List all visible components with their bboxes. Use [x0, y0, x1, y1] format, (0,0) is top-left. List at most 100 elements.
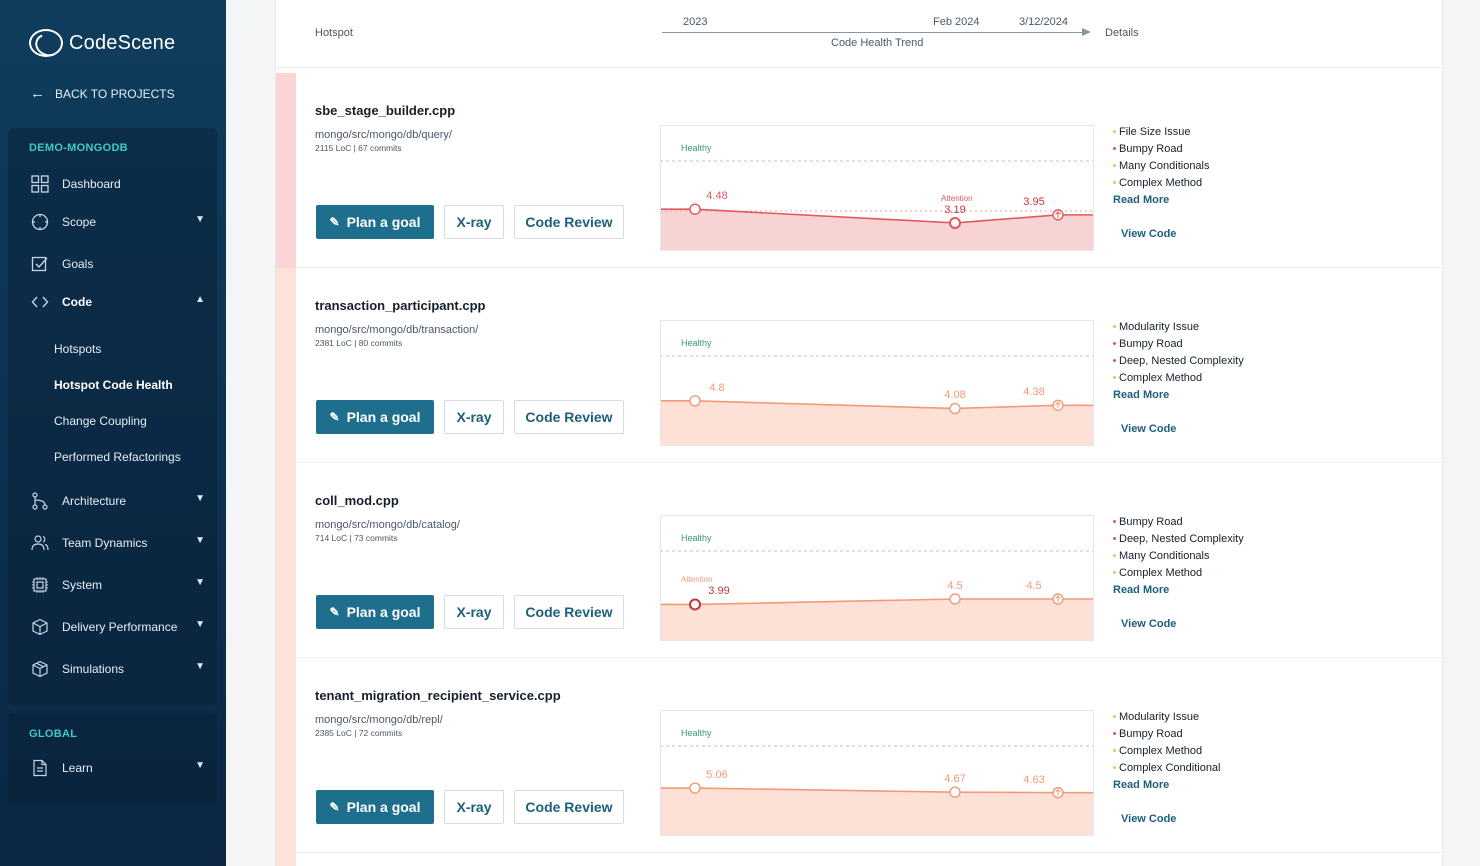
sidebar-item-label: Goals [62, 257, 94, 271]
details-column-header: Details [1105, 27, 1139, 39]
read-more-link[interactable]: Read More [1113, 193, 1170, 206]
trend-point[interactable] [949, 786, 961, 798]
sidebar-item-team-dynamics[interactable]: Team Dynamics ▼ [30, 531, 205, 555]
sidebar-subitem-hotspots[interactable]: Hotspots [54, 342, 102, 356]
code-review-button[interactable]: Code Review [514, 790, 624, 824]
sidebar-item-learn[interactable]: Learn ▼ [30, 756, 205, 780]
trend-point[interactable] [689, 782, 701, 794]
hotspot-file-name[interactable]: coll_mod.cpp [315, 493, 399, 508]
chevron-down-icon[interactable]: ▼ [195, 493, 205, 504]
hotspot-file-name[interactable]: sbe_stage_builder.cpp [315, 103, 456, 118]
read-more-link[interactable]: Read More [1113, 388, 1170, 401]
sidebar-item-delivery-performance[interactable]: Delivery Performance ▼ [30, 615, 205, 639]
chevron-down-icon[interactable]: ▼ [195, 214, 205, 225]
hotspot-file-name[interactable]: transaction_participant.cpp [315, 298, 486, 313]
sidebar-item-label: Scope [62, 215, 97, 229]
sidebar-subitem-performed-refactorings[interactable]: Performed Refactorings [54, 450, 181, 464]
chevron-down-icon[interactable]: ▼ [195, 577, 205, 588]
view-code-link[interactable]: View Code [1121, 228, 1177, 240]
hotspot-code-health-panel: Hotspot 2023 Feb 2024 3/12/2024 Code Hea… [275, 0, 1444, 866]
xray-button[interactable]: X-ray [444, 400, 504, 434]
table-row: sbe_stage_builder.cpp mongo/src/mongo/db… [276, 73, 1444, 268]
sidebar-item-goals[interactable]: Goals [30, 252, 205, 276]
sidebar-item-system[interactable]: System ▼ [30, 573, 205, 597]
chevron-down-icon[interactable]: ▼ [195, 760, 205, 771]
sidebar-item-label: Code [62, 295, 92, 309]
hotspot-file-meta: 2385 LoC | 72 commits [315, 728, 403, 738]
hotspot-file-meta: 2381 LoC | 80 commits [315, 338, 403, 348]
codescene-logo[interactable]: CodeScene [29, 29, 175, 57]
plan-goal-button[interactable]: ✎ Plan a goal [316, 205, 434, 239]
details-list: Modularity Issue Bumpy Road Complex Method… [1113, 708, 1313, 793]
severity-strip [276, 268, 296, 463]
arrow-right-icon [1082, 28, 1091, 36]
sidebar-item-code[interactable]: Code ▲ [30, 290, 205, 314]
issue-item: Deep, Nested Complexity [1113, 352, 1313, 369]
healthy-label: Healthy [681, 338, 712, 348]
chevron-down-icon[interactable]: ▼ [195, 619, 205, 630]
healthy-label: Healthy [681, 143, 712, 153]
xray-button[interactable]: X-ray [444, 205, 504, 239]
hotspot-file-path: mongo/src/mongo/db/repl/ [315, 714, 443, 726]
sidebar-item-scope[interactable]: Scope ▼ [30, 210, 205, 234]
issue-label: Bumpy Road [1119, 515, 1183, 528]
sidebar: CodeScene ← BACK TO PROJECTS DEMO-MONGOD… [0, 0, 226, 866]
table-header: Hotspot 2023 Feb 2024 3/12/2024 Code Hea… [276, 0, 1444, 68]
trend-tick-label: 2023 [683, 16, 708, 28]
plan-goal-button[interactable]: ✎ Plan a goal [316, 595, 434, 629]
view-code-link[interactable]: View Code [1121, 423, 1177, 435]
xray-button[interactable]: X-ray [444, 790, 504, 824]
arrow-left-icon: ← [30, 85, 45, 102]
team-icon [30, 533, 50, 553]
code-review-button[interactable]: Code Review [514, 595, 624, 629]
sidebar-item-architecture[interactable]: Architecture ▼ [30, 489, 205, 513]
trend-area [660, 209, 1094, 251]
chevron-down-icon[interactable]: ▼ [195, 535, 205, 546]
hotspot-file-meta: 2115 LoC | 67 commits [315, 143, 402, 153]
sidebar-subitem-change-coupling[interactable]: Change Coupling [54, 414, 147, 428]
trend-point[interactable] [949, 593, 961, 605]
trend-point[interactable] [689, 395, 701, 407]
sidebar-subitem-hotspot-code-health[interactable]: Hotspot Code Health [54, 378, 173, 392]
trend-svg [660, 550, 1094, 641]
issue-label: Many Conditionals [1119, 549, 1210, 562]
trend-svg [660, 745, 1094, 836]
severity-dot-icon [1113, 732, 1116, 735]
issue-label: Complex Method [1119, 566, 1203, 579]
severity-strip [276, 463, 296, 658]
code-health-trend-chart: Healthy 5.06 4.67 4.63 [660, 710, 1094, 836]
view-code-link[interactable]: View Code [1121, 618, 1177, 630]
hotspot-file-name[interactable]: tenant_migration_recipient_service.cpp [315, 688, 561, 703]
trend-point[interactable] [689, 203, 701, 215]
xray-button[interactable]: X-ray [444, 595, 504, 629]
code-review-button[interactable]: Code Review [514, 400, 624, 434]
sidebar-item-dashboard[interactable]: Dashboard [30, 172, 205, 196]
plan-goal-button[interactable]: ✎ Plan a goal [316, 790, 434, 824]
code-review-button[interactable]: Code Review [514, 205, 624, 239]
trend-arrow-icon [1055, 211, 1061, 218]
read-more-link[interactable]: Read More [1113, 778, 1170, 791]
severity-dot-icon [1113, 766, 1116, 769]
chevron-up-icon[interactable]: ▲ [195, 294, 205, 305]
issue-label: Deep, Nested Complexity [1119, 354, 1244, 367]
issue-item: Many Conditionals [1113, 547, 1313, 564]
trend-arrow-icon [1055, 401, 1061, 409]
view-code-link[interactable]: View Code [1121, 813, 1177, 825]
sidebar-item-simulations[interactable]: Simulations ▼ [30, 657, 205, 681]
chart-border [660, 125, 1094, 251]
issue-item: File Size Issue [1113, 123, 1313, 140]
trend-point[interactable] [949, 216, 961, 229]
trend-point[interactable] [949, 402, 961, 415]
issue-item: Complex Method [1113, 174, 1313, 191]
trend-point[interactable] [689, 598, 701, 611]
back-to-projects-link[interactable]: ← BACK TO PROJECTS [30, 85, 175, 102]
severity-dot-icon [1113, 376, 1116, 379]
chevron-down-icon[interactable]: ▼ [195, 661, 205, 672]
severity-dot-icon [1113, 537, 1116, 540]
issue-label: Modularity Issue [1119, 320, 1200, 333]
trend-value-label: 4.63 [1023, 773, 1045, 786]
plan-goal-button[interactable]: ✎ Plan a goal [316, 400, 434, 434]
severity-dot-icon [1113, 181, 1116, 184]
trend-value-label: 3.95 [1023, 195, 1045, 208]
read-more-link[interactable]: Read More [1113, 583, 1170, 596]
